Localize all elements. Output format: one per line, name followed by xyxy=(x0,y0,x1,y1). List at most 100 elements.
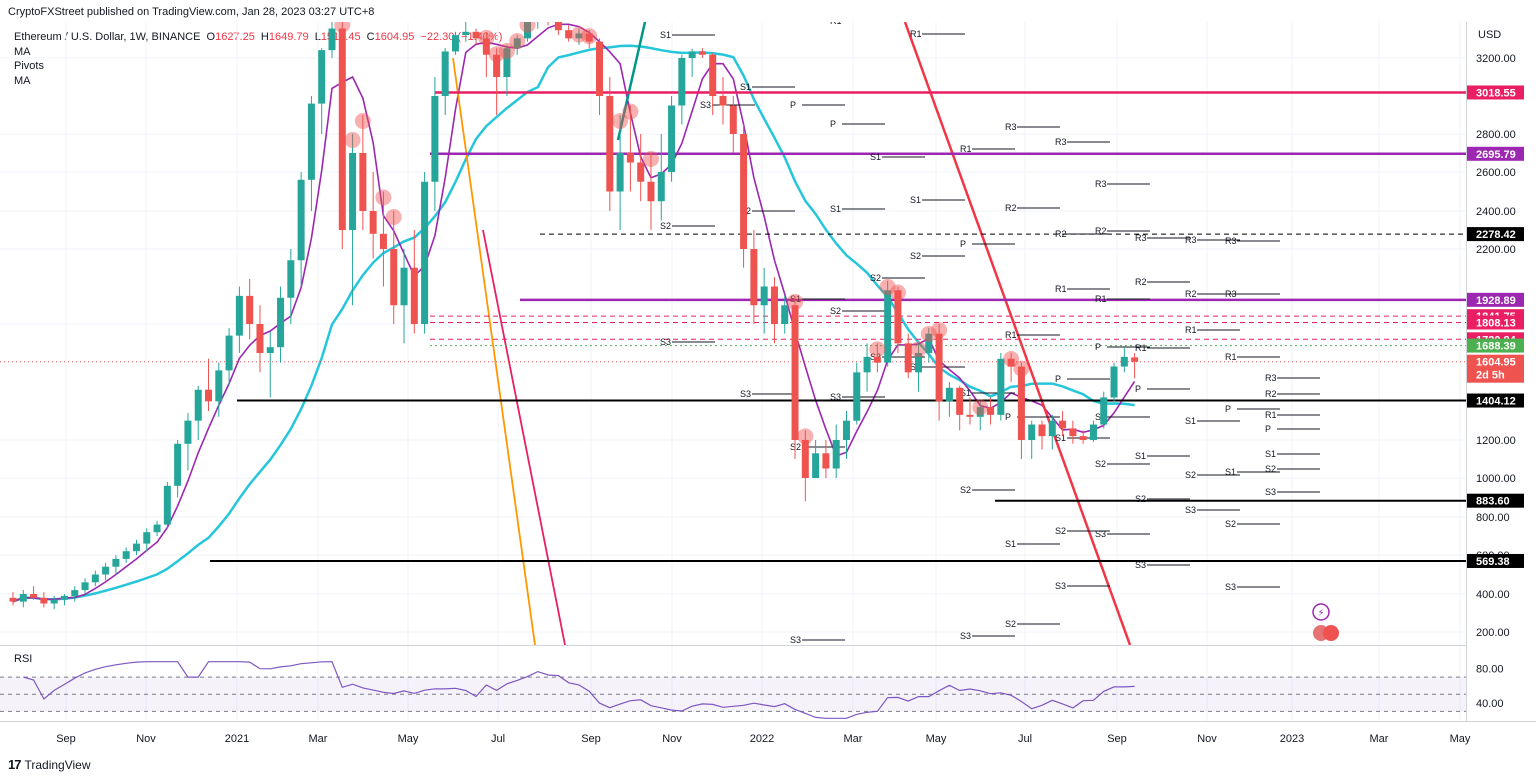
candle-body-6 xyxy=(71,590,79,596)
signal-marker-24 xyxy=(931,322,948,338)
pivot-label-37: R1 xyxy=(1135,343,1147,353)
pivot-label-44: P xyxy=(1135,384,1141,394)
pivot-label-70: S3 xyxy=(1055,581,1066,591)
pivot-label-49: P xyxy=(1225,404,1231,414)
trendlines xyxy=(452,22,1132,645)
legend-change: −22.30 (−1.40%) xyxy=(420,31,503,43)
candle-body-21 xyxy=(225,335,233,371)
pivot-label-42: S1 xyxy=(960,388,971,398)
candle-body-27 xyxy=(287,260,295,298)
ma-fast-line xyxy=(12,23,1136,603)
candle-body-104 xyxy=(1079,436,1087,440)
candle-body-73 xyxy=(760,286,768,306)
candle-body-47 xyxy=(493,54,501,77)
signal-marker-23 xyxy=(920,325,937,342)
candle-body-45 xyxy=(472,31,480,39)
pivot-label-48: S1 xyxy=(1185,416,1196,426)
pivot-label-39: R1 xyxy=(1225,352,1237,362)
legend-symbol[interactable]: Ethereum / U.S. Dollar, 1W, BINANCE xyxy=(14,31,201,43)
candle-body-11 xyxy=(122,551,130,559)
time-axis[interactable]: Sep Nov 2021 Mar May Jul Sep Nov 2022 Mar May Jul Se… xyxy=(56,733,1471,745)
pivot-label-2: S3 xyxy=(700,100,711,110)
signal-marker-9 xyxy=(519,22,536,33)
legend-indicator-pivots[interactable]: Pivots xyxy=(14,60,44,72)
candle-body-107 xyxy=(1110,366,1118,398)
candle-body-33 xyxy=(349,153,357,230)
candle-body-70 xyxy=(729,105,737,134)
pivot-label-32: R2 xyxy=(1135,277,1147,287)
candle-body-1 xyxy=(19,594,27,602)
pivot-label-57: S2 xyxy=(1185,470,1196,480)
lightning-icon[interactable] xyxy=(1312,603,1330,621)
candle-body-109 xyxy=(1131,357,1139,362)
pivot-label-8: R1 xyxy=(910,29,922,39)
pivot-label-64: S3 xyxy=(1265,487,1276,497)
candle-body-99 xyxy=(1028,424,1036,440)
candle-body-54 xyxy=(565,30,573,39)
pivot-label-71: S3 xyxy=(1225,582,1236,592)
pivot-label-19: R2 xyxy=(1095,226,1107,236)
signal-marker-2 xyxy=(354,113,371,129)
candle-body-93 xyxy=(966,414,974,417)
candle-body-85 xyxy=(884,290,892,363)
candle-body-44 xyxy=(462,31,470,36)
signal-marker-22 xyxy=(910,341,927,358)
us-flag-icon-2[interactable] xyxy=(1323,625,1339,641)
candle-body-66 xyxy=(688,51,696,58)
legend-close-label: C xyxy=(366,31,375,43)
legend-indicator-ma-2[interactable]: MA xyxy=(14,74,31,87)
x-tick-label-3: Mar xyxy=(309,733,328,745)
signal-marker-3 xyxy=(375,189,392,206)
candle-body-5 xyxy=(60,595,68,600)
candle-body-20 xyxy=(215,370,223,402)
candles xyxy=(9,12,1139,610)
pivot-label-12: S1 xyxy=(830,204,841,214)
candle-body-24 xyxy=(256,324,264,353)
pivot-label-23: P xyxy=(960,239,966,249)
candle-body-102 xyxy=(1059,420,1067,429)
candle-body-52 xyxy=(545,12,552,19)
y-tick-label-0: 3200.00 xyxy=(1476,53,1516,65)
pivot-label-58: S1 xyxy=(1225,467,1236,477)
candle-body-14 xyxy=(153,524,161,533)
rsi-label[interactable]: RSI xyxy=(14,653,33,665)
candle-body-71 xyxy=(740,134,748,249)
candle-body-68 xyxy=(709,54,717,96)
pivot-label-46: R2 xyxy=(1265,389,1277,399)
ma-slow-path xyxy=(12,44,1135,603)
signal-marker-27 xyxy=(1013,360,1030,377)
candle-body-34 xyxy=(359,153,367,211)
candle-body-83 xyxy=(863,356,871,373)
trendline-red xyxy=(903,22,1132,645)
price-badge-1 xyxy=(1467,146,1524,161)
signal-marker-0 xyxy=(334,22,351,33)
pivot-label-34: R3 xyxy=(1225,289,1237,299)
price-badge-10 xyxy=(1467,553,1524,568)
candle-body-97 xyxy=(1007,358,1015,367)
pivot-label-30: R1 xyxy=(1055,284,1067,294)
signal-marker-18 xyxy=(797,428,814,445)
candle-body-17 xyxy=(184,420,192,444)
y-axis-unit: USD xyxy=(1478,29,1501,41)
candle-body-106 xyxy=(1100,397,1108,425)
event-icons[interactable]: ⚡ xyxy=(1312,603,1339,641)
candle-body-87 xyxy=(904,343,912,373)
signal-marker-17 xyxy=(787,293,804,310)
candle-body-69 xyxy=(719,96,727,106)
price-badge-7 xyxy=(1467,338,1524,353)
tradingview-logo-icon[interactable]: 17 xyxy=(8,757,22,772)
y-tick-label-11: 200.00 xyxy=(1476,627,1510,639)
pivot-label-50: R1 xyxy=(1265,410,1277,420)
candle-body-103 xyxy=(1069,428,1077,437)
pivot-label-52: P xyxy=(1005,412,1011,422)
price-badge-8 xyxy=(1467,393,1524,408)
price-badge-2 xyxy=(1467,227,1524,242)
footer-brand[interactable]: TradingView xyxy=(24,757,91,772)
legend-indicator-ma[interactable]: MA xyxy=(14,45,31,58)
candle-body-57 xyxy=(596,41,604,96)
pivot-label-16: R3 xyxy=(1095,179,1107,189)
pivot-label-14: R3 xyxy=(1005,122,1017,132)
candle-body-89 xyxy=(925,333,933,353)
candle-body-36 xyxy=(379,233,387,249)
